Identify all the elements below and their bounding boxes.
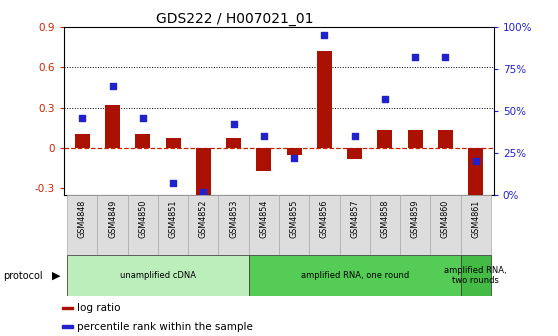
Point: [138, 115, 147, 120]
Text: GSM4857: GSM4857: [350, 200, 359, 238]
Point: [78, 115, 87, 120]
Bar: [468, 148, 483, 199]
Bar: [67, 255, 249, 296]
Bar: [309, 195, 339, 255]
Text: GDS222 / H007021_01: GDS222 / H007021_01: [156, 12, 313, 26]
Bar: [317, 51, 332, 148]
Text: GSM4860: GSM4860: [441, 200, 450, 238]
Text: ▶: ▶: [52, 270, 61, 281]
Bar: [377, 130, 392, 148]
Bar: [430, 195, 460, 255]
Text: GSM4854: GSM4854: [259, 200, 268, 238]
Text: unamplified cDNA: unamplified cDNA: [120, 271, 196, 280]
Bar: [196, 148, 211, 195]
Bar: [407, 130, 423, 148]
Text: GSM4859: GSM4859: [411, 200, 420, 238]
Text: GSM4861: GSM4861: [471, 200, 480, 238]
Bar: [279, 195, 309, 255]
Bar: [226, 138, 241, 148]
Bar: [62, 325, 73, 328]
Bar: [67, 195, 98, 255]
Point: [259, 133, 268, 139]
Point: [108, 83, 117, 88]
Bar: [249, 195, 279, 255]
Point: [229, 122, 238, 127]
Bar: [166, 138, 181, 148]
Bar: [249, 255, 460, 296]
Bar: [347, 148, 362, 159]
Text: GSM4851: GSM4851: [169, 200, 177, 238]
Point: [320, 33, 329, 38]
Bar: [75, 134, 90, 148]
Point: [169, 180, 177, 186]
Bar: [256, 148, 271, 171]
Bar: [438, 130, 453, 148]
Text: GSM4852: GSM4852: [199, 200, 208, 238]
Bar: [158, 195, 188, 255]
Text: GSM4848: GSM4848: [78, 200, 87, 238]
Point: [441, 54, 450, 60]
Bar: [128, 195, 158, 255]
Bar: [62, 307, 73, 309]
Point: [381, 96, 389, 102]
Point: [471, 159, 480, 164]
Text: protocol: protocol: [3, 270, 42, 281]
Point: [350, 133, 359, 139]
Text: GSM4853: GSM4853: [229, 200, 238, 238]
Text: GSM4850: GSM4850: [138, 200, 147, 238]
Bar: [460, 255, 491, 296]
Bar: [98, 195, 128, 255]
Text: amplified RNA, one round: amplified RNA, one round: [301, 271, 409, 280]
Bar: [219, 195, 249, 255]
Point: [199, 189, 208, 194]
Point: [290, 155, 299, 161]
Text: log ratio: log ratio: [77, 303, 121, 313]
Text: percentile rank within the sample: percentile rank within the sample: [77, 322, 253, 332]
Bar: [188, 195, 219, 255]
Bar: [370, 195, 400, 255]
Bar: [339, 195, 370, 255]
Point: [411, 54, 420, 60]
Bar: [400, 195, 430, 255]
Text: GSM4858: GSM4858: [381, 200, 389, 238]
Text: GSM4856: GSM4856: [320, 200, 329, 238]
Bar: [287, 148, 302, 155]
Text: GSM4849: GSM4849: [108, 200, 117, 238]
Text: amplified RNA,
two rounds: amplified RNA, two rounds: [444, 266, 507, 285]
Bar: [460, 195, 491, 255]
Text: GSM4855: GSM4855: [290, 200, 299, 238]
Bar: [135, 134, 151, 148]
Bar: [105, 105, 120, 148]
